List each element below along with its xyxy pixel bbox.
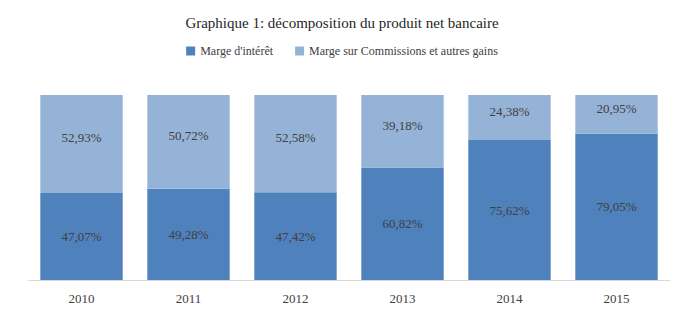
svg-text:2014: 2014 [497, 291, 524, 306]
svg-text:2013: 2013 [390, 291, 416, 306]
svg-text:2010: 2010 [69, 291, 95, 306]
svg-text:2012: 2012 [283, 291, 309, 306]
svg-text:52,58%: 52,58% [275, 130, 315, 145]
svg-text:79,05%: 79,05% [596, 199, 636, 214]
svg-text:Graphique 1: décomposition du: Graphique 1: décomposition du produit ne… [185, 15, 499, 31]
svg-text:52,93%: 52,93% [61, 130, 101, 145]
svg-text:47,42%: 47,42% [275, 229, 315, 244]
svg-text:39,18%: 39,18% [382, 118, 422, 133]
svg-text:49,28%: 49,28% [168, 227, 208, 242]
svg-text:2011: 2011 [176, 291, 202, 306]
svg-text:60,82%: 60,82% [382, 216, 422, 231]
svg-text:24,38%: 24,38% [489, 104, 529, 119]
svg-text:50,72%: 50,72% [168, 128, 208, 143]
svg-text:47,07%: 47,07% [61, 229, 101, 244]
svg-text:Marge sur Commissions et autre: Marge sur Commissions et autres gains [309, 44, 498, 58]
svg-text:75,62%: 75,62% [489, 203, 529, 218]
svg-text:Marge d'intérêt: Marge d'intérêt [200, 44, 274, 58]
svg-text:2015: 2015 [604, 291, 630, 306]
svg-text:20,95%: 20,95% [596, 101, 636, 116]
